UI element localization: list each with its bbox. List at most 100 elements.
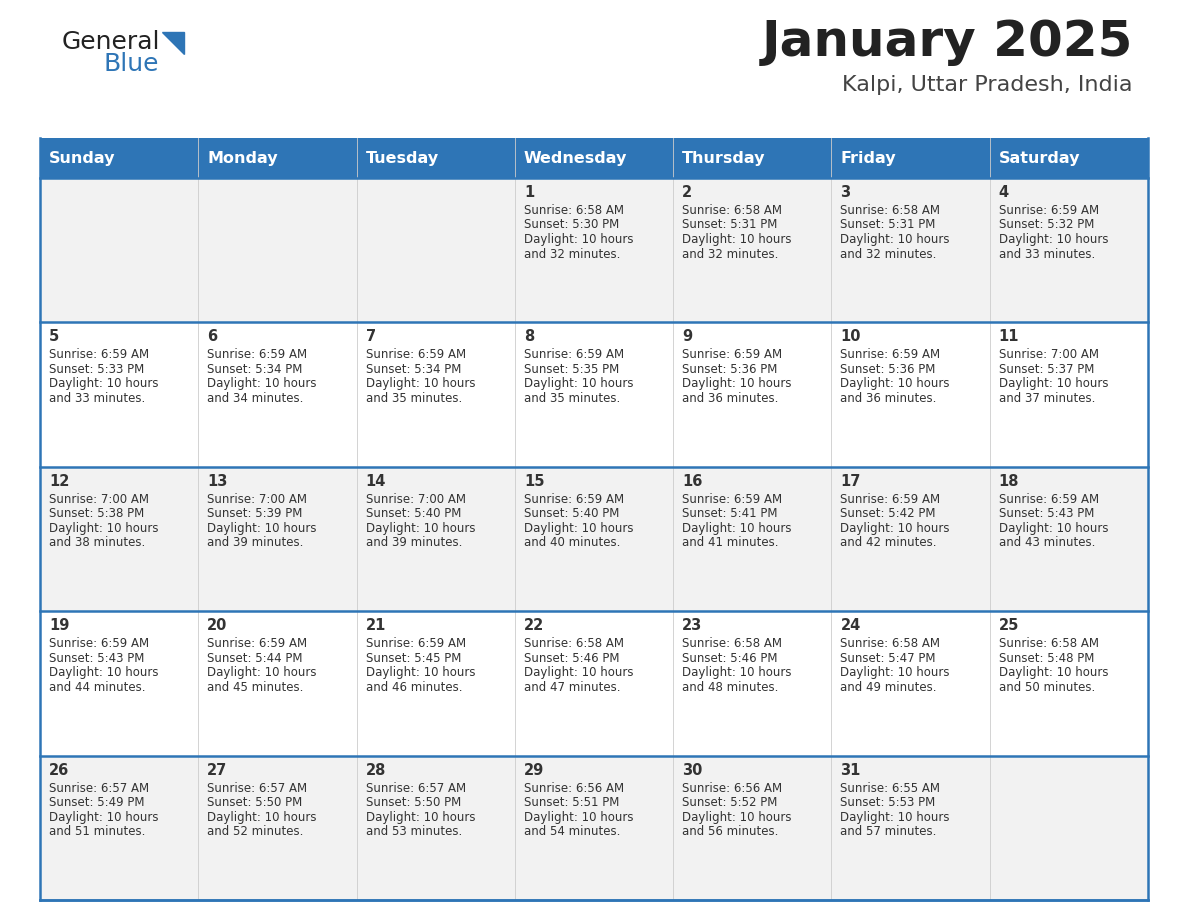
Text: Daylight: 10 hours: Daylight: 10 hours bbox=[682, 811, 791, 823]
Text: Sunset: 5:38 PM: Sunset: 5:38 PM bbox=[49, 508, 144, 521]
Text: Sunrise: 6:59 AM: Sunrise: 6:59 AM bbox=[366, 349, 466, 362]
Text: 28: 28 bbox=[366, 763, 386, 778]
Text: 2: 2 bbox=[682, 185, 693, 200]
Text: Daylight: 10 hours: Daylight: 10 hours bbox=[366, 521, 475, 535]
Text: Sunrise: 6:59 AM: Sunrise: 6:59 AM bbox=[682, 349, 782, 362]
Text: and 43 minutes.: and 43 minutes. bbox=[999, 536, 1095, 549]
Text: and 51 minutes.: and 51 minutes. bbox=[49, 825, 145, 838]
Text: Daylight: 10 hours: Daylight: 10 hours bbox=[840, 233, 950, 246]
Text: Daylight: 10 hours: Daylight: 10 hours bbox=[49, 811, 158, 823]
Text: Daylight: 10 hours: Daylight: 10 hours bbox=[682, 521, 791, 535]
Text: and 37 minutes.: and 37 minutes. bbox=[999, 392, 1095, 405]
Text: and 53 minutes.: and 53 minutes. bbox=[366, 825, 462, 838]
Bar bbox=[40, 178, 1148, 322]
Text: Sunrise: 6:57 AM: Sunrise: 6:57 AM bbox=[366, 781, 466, 795]
Text: 15: 15 bbox=[524, 474, 544, 488]
Text: Sunrise: 6:57 AM: Sunrise: 6:57 AM bbox=[49, 781, 150, 795]
Text: Daylight: 10 hours: Daylight: 10 hours bbox=[524, 811, 633, 823]
Text: Sunrise: 7:00 AM: Sunrise: 7:00 AM bbox=[49, 493, 148, 506]
Text: Daylight: 10 hours: Daylight: 10 hours bbox=[840, 666, 950, 679]
Text: Tuesday: Tuesday bbox=[366, 151, 438, 165]
Text: Sunrise: 6:59 AM: Sunrise: 6:59 AM bbox=[999, 204, 1099, 217]
Text: Sunset: 5:30 PM: Sunset: 5:30 PM bbox=[524, 218, 619, 231]
Bar bbox=[40, 756, 1148, 900]
Text: Sunset: 5:51 PM: Sunset: 5:51 PM bbox=[524, 796, 619, 809]
Text: Sunrise: 6:59 AM: Sunrise: 6:59 AM bbox=[840, 349, 941, 362]
Text: Sunrise: 6:55 AM: Sunrise: 6:55 AM bbox=[840, 781, 941, 795]
Text: 20: 20 bbox=[207, 618, 228, 633]
Text: 27: 27 bbox=[207, 763, 228, 778]
Text: Daylight: 10 hours: Daylight: 10 hours bbox=[207, 377, 317, 390]
Polygon shape bbox=[162, 32, 184, 54]
Text: and 42 minutes.: and 42 minutes. bbox=[840, 536, 937, 549]
Text: 25: 25 bbox=[999, 618, 1019, 633]
Text: Sunrise: 6:59 AM: Sunrise: 6:59 AM bbox=[840, 493, 941, 506]
Text: Sunset: 5:37 PM: Sunset: 5:37 PM bbox=[999, 363, 1094, 375]
Text: Daylight: 10 hours: Daylight: 10 hours bbox=[366, 666, 475, 679]
Text: Daylight: 10 hours: Daylight: 10 hours bbox=[524, 377, 633, 390]
Text: 13: 13 bbox=[207, 474, 228, 488]
Text: Sunset: 5:39 PM: Sunset: 5:39 PM bbox=[207, 508, 303, 521]
Text: and 33 minutes.: and 33 minutes. bbox=[999, 248, 1095, 261]
Text: Sunset: 5:44 PM: Sunset: 5:44 PM bbox=[207, 652, 303, 665]
Text: Sunset: 5:52 PM: Sunset: 5:52 PM bbox=[682, 796, 777, 809]
Text: January 2025: January 2025 bbox=[762, 18, 1133, 66]
Text: and 36 minutes.: and 36 minutes. bbox=[840, 392, 937, 405]
Text: and 39 minutes.: and 39 minutes. bbox=[366, 536, 462, 549]
Text: Sunset: 5:43 PM: Sunset: 5:43 PM bbox=[49, 652, 145, 665]
Bar bbox=[40, 611, 1148, 756]
Text: 16: 16 bbox=[682, 474, 702, 488]
Text: Sunrise: 6:59 AM: Sunrise: 6:59 AM bbox=[49, 349, 150, 362]
Text: and 32 minutes.: and 32 minutes. bbox=[682, 248, 778, 261]
Text: Daylight: 10 hours: Daylight: 10 hours bbox=[840, 377, 950, 390]
Text: and 34 minutes.: and 34 minutes. bbox=[207, 392, 304, 405]
Text: Sunrise: 6:58 AM: Sunrise: 6:58 AM bbox=[682, 204, 782, 217]
Text: Sunrise: 6:57 AM: Sunrise: 6:57 AM bbox=[207, 781, 308, 795]
Text: and 32 minutes.: and 32 minutes. bbox=[524, 248, 620, 261]
Text: and 36 minutes.: and 36 minutes. bbox=[682, 392, 778, 405]
Text: Sunset: 5:34 PM: Sunset: 5:34 PM bbox=[366, 363, 461, 375]
Text: and 54 minutes.: and 54 minutes. bbox=[524, 825, 620, 838]
Text: Monday: Monday bbox=[207, 151, 278, 165]
Text: Sunrise: 6:58 AM: Sunrise: 6:58 AM bbox=[840, 637, 941, 650]
Text: and 56 minutes.: and 56 minutes. bbox=[682, 825, 778, 838]
Text: and 49 minutes.: and 49 minutes. bbox=[840, 681, 937, 694]
Text: Daylight: 10 hours: Daylight: 10 hours bbox=[840, 521, 950, 535]
Text: and 32 minutes.: and 32 minutes. bbox=[840, 248, 937, 261]
Text: Sunrise: 6:58 AM: Sunrise: 6:58 AM bbox=[682, 637, 782, 650]
Text: Sunset: 5:46 PM: Sunset: 5:46 PM bbox=[682, 652, 778, 665]
Text: Sunrise: 6:58 AM: Sunrise: 6:58 AM bbox=[999, 637, 1099, 650]
Text: 9: 9 bbox=[682, 330, 693, 344]
Text: Sunrise: 7:00 AM: Sunrise: 7:00 AM bbox=[207, 493, 308, 506]
Text: 19: 19 bbox=[49, 618, 69, 633]
Text: Kalpi, Uttar Pradesh, India: Kalpi, Uttar Pradesh, India bbox=[842, 75, 1133, 95]
Text: 11: 11 bbox=[999, 330, 1019, 344]
Text: Daylight: 10 hours: Daylight: 10 hours bbox=[999, 666, 1108, 679]
Text: Sunrise: 7:00 AM: Sunrise: 7:00 AM bbox=[999, 349, 1099, 362]
Text: Daylight: 10 hours: Daylight: 10 hours bbox=[999, 233, 1108, 246]
Text: Sunset: 5:47 PM: Sunset: 5:47 PM bbox=[840, 652, 936, 665]
Text: Sunset: 5:33 PM: Sunset: 5:33 PM bbox=[49, 363, 144, 375]
Text: Saturday: Saturday bbox=[999, 151, 1080, 165]
Text: Daylight: 10 hours: Daylight: 10 hours bbox=[524, 666, 633, 679]
Text: and 44 minutes.: and 44 minutes. bbox=[49, 681, 145, 694]
Text: Sunrise: 6:59 AM: Sunrise: 6:59 AM bbox=[49, 637, 150, 650]
Text: Sunrise: 6:59 AM: Sunrise: 6:59 AM bbox=[207, 637, 308, 650]
Text: 21: 21 bbox=[366, 618, 386, 633]
Text: Sunset: 5:42 PM: Sunset: 5:42 PM bbox=[840, 508, 936, 521]
Text: 1: 1 bbox=[524, 185, 535, 200]
Text: Sunset: 5:35 PM: Sunset: 5:35 PM bbox=[524, 363, 619, 375]
Text: Sunset: 5:41 PM: Sunset: 5:41 PM bbox=[682, 508, 778, 521]
Text: and 33 minutes.: and 33 minutes. bbox=[49, 392, 145, 405]
Text: and 48 minutes.: and 48 minutes. bbox=[682, 681, 778, 694]
Text: Daylight: 10 hours: Daylight: 10 hours bbox=[999, 377, 1108, 390]
Text: Sunset: 5:40 PM: Sunset: 5:40 PM bbox=[524, 508, 619, 521]
Text: Daylight: 10 hours: Daylight: 10 hours bbox=[524, 521, 633, 535]
Text: Daylight: 10 hours: Daylight: 10 hours bbox=[682, 377, 791, 390]
Text: Thursday: Thursday bbox=[682, 151, 765, 165]
Text: 29: 29 bbox=[524, 763, 544, 778]
Text: Sunrise: 6:59 AM: Sunrise: 6:59 AM bbox=[999, 493, 1099, 506]
Text: Blue: Blue bbox=[105, 52, 159, 76]
Text: Daylight: 10 hours: Daylight: 10 hours bbox=[49, 377, 158, 390]
Text: 7: 7 bbox=[366, 330, 375, 344]
